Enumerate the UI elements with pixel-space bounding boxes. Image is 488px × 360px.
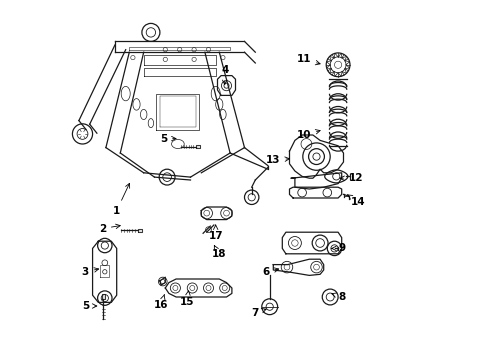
Text: 10: 10 — [296, 130, 320, 140]
Text: 12: 12 — [339, 173, 363, 183]
Polygon shape — [102, 294, 105, 299]
Text: 18: 18 — [211, 246, 225, 259]
Text: 7: 7 — [251, 308, 265, 318]
Text: 15: 15 — [179, 291, 194, 307]
Polygon shape — [137, 229, 142, 232]
Text: 16: 16 — [153, 295, 168, 310]
Text: 11: 11 — [296, 54, 320, 65]
Text: 1: 1 — [113, 183, 129, 216]
Text: 8: 8 — [331, 292, 345, 302]
Text: 13: 13 — [265, 155, 289, 165]
Text: 6: 6 — [262, 267, 278, 277]
Text: 17: 17 — [208, 225, 223, 241]
Text: 3: 3 — [81, 267, 99, 277]
Polygon shape — [129, 47, 230, 50]
Text: 14: 14 — [347, 195, 365, 207]
Text: 5: 5 — [160, 134, 176, 144]
Text: 9: 9 — [331, 243, 345, 253]
Text: 4: 4 — [221, 65, 228, 85]
Polygon shape — [196, 145, 200, 148]
Text: 2: 2 — [99, 224, 120, 234]
Text: 5: 5 — [81, 301, 97, 311]
